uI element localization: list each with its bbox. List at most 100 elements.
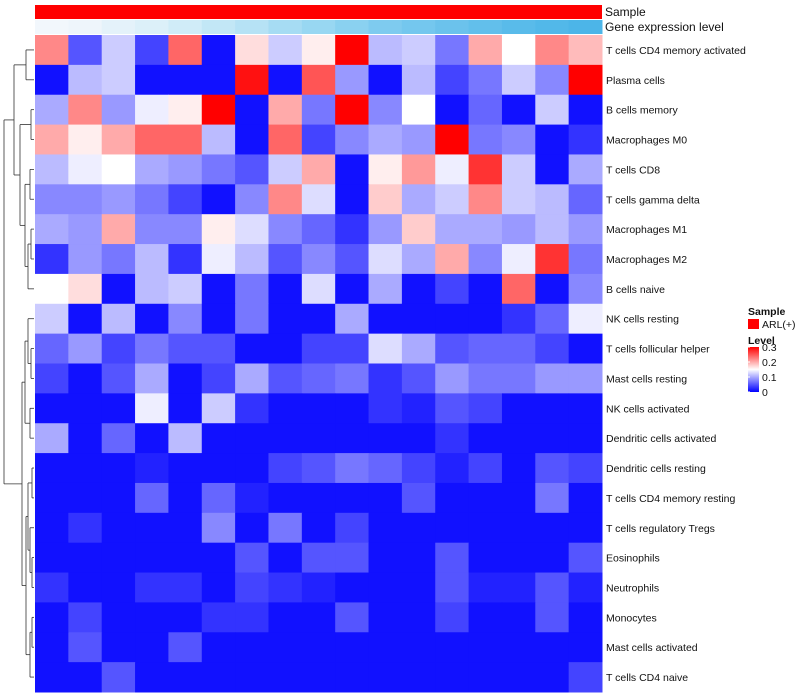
heatmap-cell xyxy=(368,244,403,275)
heatmap-cell xyxy=(268,393,303,424)
heatmap-cell xyxy=(368,303,403,335)
heatmap-cell xyxy=(468,482,503,514)
heatmap-cell xyxy=(435,662,470,693)
heatmap-cell xyxy=(235,453,269,484)
heatmap-cell xyxy=(301,453,336,484)
row-label: Macrophages M0 xyxy=(606,135,687,147)
heatmap-cell xyxy=(335,273,370,305)
heatmap-cell xyxy=(101,303,136,335)
heatmap-cell xyxy=(235,423,269,454)
heatmap-cell xyxy=(235,393,269,424)
heatmap-cell xyxy=(201,64,236,96)
heatmap-cell xyxy=(435,273,470,305)
heatmap-cell xyxy=(501,572,536,603)
heatmap-cell xyxy=(135,184,169,215)
heatmap-cell xyxy=(68,632,103,663)
row-label: Plasma cells xyxy=(606,75,665,87)
legend-color-bar xyxy=(748,347,759,392)
heatmap-cell xyxy=(68,363,103,394)
legend-sample-item: ARL(+) xyxy=(762,319,796,331)
heatmap-cell xyxy=(35,602,69,633)
heatmap-cell xyxy=(468,273,503,305)
heatmap-cell xyxy=(535,214,570,245)
heatmap-cell xyxy=(401,453,436,484)
heatmap-cell xyxy=(68,244,103,275)
heatmap-cell xyxy=(568,244,603,275)
heatmap-cell xyxy=(68,423,103,454)
heatmap-cell xyxy=(101,662,136,693)
expression-annotation-cell xyxy=(68,20,103,34)
heatmap-cell xyxy=(335,94,370,126)
heatmap-cell xyxy=(535,333,570,364)
heatmap-cell xyxy=(268,64,303,96)
heatmap-cell xyxy=(35,512,69,544)
heatmap-cell xyxy=(168,273,203,305)
legend-ticks: 0.3 0.2 0.1 0 xyxy=(748,342,777,399)
heatmap-cell xyxy=(135,393,169,424)
expression-annotation-cell xyxy=(568,20,603,34)
heatmap-cell xyxy=(168,482,203,514)
heatmap-cell xyxy=(35,333,69,364)
heatmap-cell xyxy=(335,64,370,96)
heatmap-cell xyxy=(401,542,436,574)
heatmap-cell xyxy=(468,512,503,544)
heatmap-cell xyxy=(468,214,503,245)
heatmap-cell xyxy=(101,363,136,394)
heatmap-cell xyxy=(201,423,236,454)
heatmap-cell xyxy=(201,363,236,394)
heatmap-cell xyxy=(368,35,403,66)
heatmap-cell xyxy=(135,214,169,245)
heatmap-cell xyxy=(501,35,536,66)
heatmap-cell xyxy=(35,662,69,693)
heatmap-cell xyxy=(401,244,436,275)
heatmap-cell xyxy=(401,303,436,335)
heatmap-cell xyxy=(301,662,336,693)
heatmap-cell xyxy=(101,542,136,574)
heatmap-cell xyxy=(201,273,236,305)
heatmap-cell xyxy=(435,542,470,574)
heatmap-cell xyxy=(401,94,436,126)
expression-annotation-cell xyxy=(268,20,303,34)
heatmap-cell xyxy=(401,482,436,514)
heatmap-cell xyxy=(35,542,69,574)
heatmap-cell xyxy=(35,124,69,155)
heatmap-cell xyxy=(101,184,136,215)
heatmap-cell xyxy=(435,572,470,603)
heatmap-cell xyxy=(535,512,570,544)
heatmap-cell xyxy=(501,124,536,155)
heatmap-cell xyxy=(568,94,603,126)
heatmap-cell xyxy=(301,214,336,245)
heatmap-cell xyxy=(168,64,203,96)
heatmap-cell xyxy=(401,632,436,663)
heatmap-cell xyxy=(335,453,370,484)
heatmap-cell xyxy=(168,662,203,693)
heatmap-cell xyxy=(335,244,370,275)
heatmap-cell xyxy=(435,512,470,544)
heatmap-cell xyxy=(201,512,236,544)
heatmap-cell xyxy=(268,482,303,514)
heatmap-cell xyxy=(135,124,169,155)
heatmap-cell xyxy=(468,542,503,574)
heatmap-cell xyxy=(135,662,169,693)
row-label: Mast cells activated xyxy=(606,642,698,654)
row-label: T cells regulatory Tregs xyxy=(606,523,715,535)
heatmap-cell xyxy=(368,363,403,394)
heatmap-cell xyxy=(501,154,536,185)
heatmap-cell xyxy=(268,572,303,603)
heatmap-cell xyxy=(568,423,603,454)
heatmap-cell xyxy=(135,602,169,633)
heatmap-cell xyxy=(468,154,503,185)
heatmap-cell xyxy=(68,393,103,424)
heatmap-cell xyxy=(468,64,503,96)
heatmap-cell xyxy=(301,64,336,96)
heatmap-cell xyxy=(201,244,236,275)
heatmap-cell xyxy=(368,393,403,424)
heatmap-cell xyxy=(401,154,436,185)
heatmap-cell xyxy=(401,572,436,603)
heatmap-cell xyxy=(168,423,203,454)
heatmap-cell xyxy=(568,333,603,364)
heatmap-cell xyxy=(35,423,69,454)
heatmap-cell xyxy=(568,393,603,424)
heatmap-cell xyxy=(368,154,403,185)
heatmap-cell xyxy=(435,303,470,335)
